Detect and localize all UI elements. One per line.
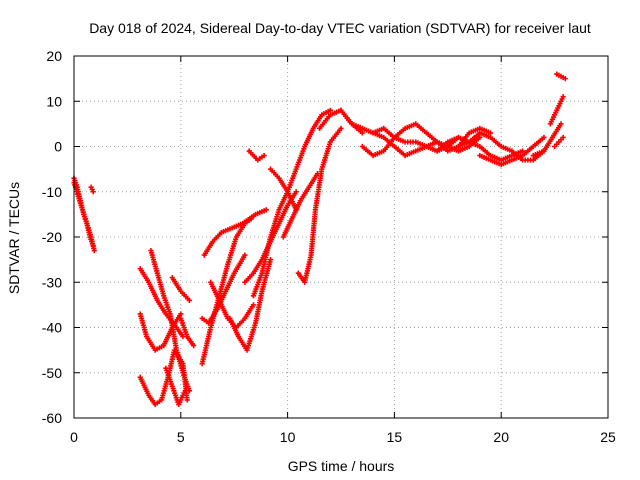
x-tick-label: 10 bbox=[280, 429, 296, 445]
data-point bbox=[560, 94, 566, 100]
grid-lines bbox=[74, 56, 608, 418]
data-point bbox=[242, 252, 248, 258]
y-tick-label: 0 bbox=[54, 139, 62, 155]
y-tick-label: -40 bbox=[42, 320, 62, 336]
data-point bbox=[267, 257, 274, 263]
data-point bbox=[562, 76, 568, 82]
data-point bbox=[338, 125, 344, 131]
data-point bbox=[191, 343, 197, 349]
data-point bbox=[327, 107, 333, 113]
series-track-ae bbox=[552, 134, 566, 150]
data-point bbox=[184, 397, 190, 403]
y-tick-label: -60 bbox=[42, 410, 62, 426]
data-point bbox=[359, 130, 365, 136]
y-tick-label: 20 bbox=[46, 48, 62, 64]
x-axis-title: GPS time / hours bbox=[288, 458, 395, 474]
y-tick-label: -50 bbox=[42, 365, 62, 381]
x-tick-label: 25 bbox=[600, 429, 616, 445]
y-tick-label: -10 bbox=[42, 184, 62, 200]
series-track-i bbox=[169, 275, 192, 303]
data-point bbox=[263, 207, 269, 213]
series-track-h bbox=[163, 365, 190, 408]
series-track-t bbox=[280, 171, 321, 240]
series-track-aa bbox=[455, 130, 547, 163]
series-track-y bbox=[370, 130, 483, 159]
series-track-j bbox=[178, 315, 197, 349]
data-point bbox=[558, 121, 564, 127]
data-point bbox=[91, 247, 97, 254]
x-tick-label: 5 bbox=[177, 429, 185, 445]
series-track-r bbox=[246, 148, 267, 163]
series-track-g bbox=[148, 247, 192, 394]
data-point bbox=[178, 311, 184, 317]
x-tick-label: 20 bbox=[493, 429, 509, 445]
data-point bbox=[519, 148, 526, 154]
y-axis-title: SDTVAR / TECUs bbox=[6, 182, 22, 294]
data-point bbox=[184, 383, 190, 389]
y-tick-label: -20 bbox=[42, 229, 62, 245]
data-point bbox=[541, 134, 547, 141]
data-point bbox=[477, 134, 483, 141]
data-point bbox=[90, 243, 96, 249]
y-tick-label: -30 bbox=[42, 274, 62, 290]
x-tick-label: 15 bbox=[387, 429, 403, 445]
series-track-o bbox=[227, 257, 274, 353]
plot-frame bbox=[73, 55, 609, 419]
x-tick-labels: 0 5 10 15 20 25 bbox=[70, 429, 616, 445]
data-point bbox=[186, 297, 192, 303]
series-track-af bbox=[554, 71, 568, 82]
data-point bbox=[560, 134, 566, 141]
data-point bbox=[250, 302, 257, 308]
y-tick-label: 10 bbox=[46, 93, 62, 109]
series-track-ac bbox=[530, 121, 564, 159]
data-point bbox=[90, 189, 96, 195]
series-track-b bbox=[71, 175, 96, 249]
chart-title: Day 018 of 2024, Sidereal Day-to-day VTE… bbox=[89, 20, 591, 36]
data-point bbox=[293, 189, 299, 195]
data-point bbox=[487, 130, 494, 136]
series-track-m bbox=[201, 207, 269, 258]
series-track-c bbox=[88, 184, 96, 195]
y-tick-labels: -60 -50 -40 -30 -20 -10 0 10 20 bbox=[42, 48, 62, 426]
series-track-u bbox=[295, 125, 344, 285]
series-track-ab bbox=[477, 134, 547, 168]
data-point bbox=[261, 152, 267, 159]
series-track-ad bbox=[547, 94, 566, 127]
data-points bbox=[71, 71, 568, 408]
x-tick-label: 0 bbox=[70, 429, 78, 445]
